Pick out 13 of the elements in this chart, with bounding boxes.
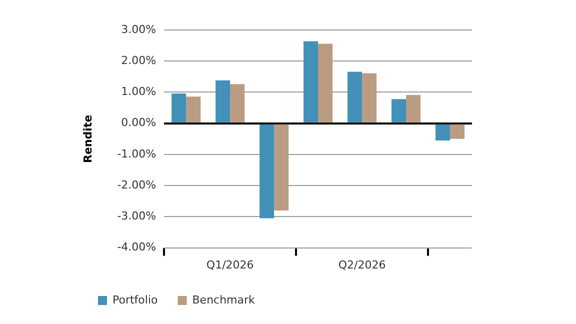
legend-label: Benchmark — [192, 293, 256, 306]
y-tick-label: -2.00% — [117, 178, 156, 192]
y-tick-label: -3.00% — [117, 210, 156, 223]
y-tick-label: 3.00% — [121, 22, 156, 36]
x-tick-label: Q1/2026 — [206, 258, 254, 272]
y-tick-label: -1.00% — [117, 147, 156, 160]
legend-label: Portfolio — [112, 293, 158, 306]
y-axis-title: Rendite — [81, 114, 94, 163]
x-tick-label: Q2/2026 — [338, 258, 386, 272]
y-tick-label: -4.00% — [117, 240, 156, 254]
y-tick-label: 0.00% — [121, 116, 156, 130]
y-tick-label: 2.00% — [121, 54, 156, 67]
y-tick-label: 1.00% — [121, 85, 156, 98]
